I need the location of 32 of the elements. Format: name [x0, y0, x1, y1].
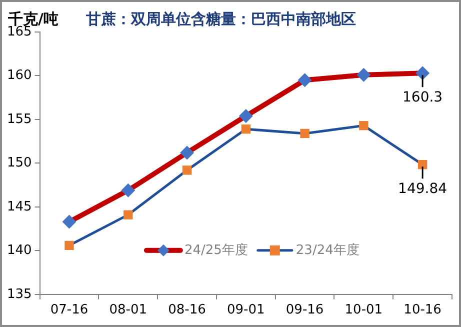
x-tick-label: 08-01	[109, 302, 148, 318]
x-tick-label: 08-16	[168, 302, 206, 318]
y-tick-label: 155	[6, 112, 32, 127]
chart-title: 甘蔗：双周单位含糖量：巴西中南部地区	[85, 10, 356, 28]
point	[300, 128, 310, 138]
x-tick-label: 10-01	[344, 302, 383, 318]
data-label: 149.84	[398, 181, 448, 198]
point	[359, 120, 368, 130]
legend-label: 24/25年度	[184, 242, 248, 258]
point	[298, 73, 312, 88]
x-tick-label: 09-01	[227, 302, 265, 318]
y-tick-label: 135	[6, 286, 32, 302]
y-tick-label: 150	[6, 156, 32, 171]
y-tick-label: 145	[6, 199, 32, 214]
point	[418, 160, 428, 170]
x-tick-label: 10-16	[404, 302, 442, 318]
point	[238, 108, 253, 123]
legend-label: 23/24年度	[296, 242, 360, 258]
point	[124, 210, 133, 220]
x-tick-label: 07-16	[50, 302, 88, 318]
point	[241, 124, 251, 134]
point	[182, 166, 192, 175]
point	[121, 183, 136, 198]
y-tick-label: 160	[6, 68, 32, 84]
y-tick-label: 140	[6, 243, 32, 258]
point	[356, 68, 371, 82]
point	[64, 240, 74, 250]
data-label: 160.3	[402, 90, 443, 106]
point	[416, 66, 430, 80]
x-tick-label: 09-16	[286, 302, 324, 318]
point	[62, 214, 76, 229]
point	[180, 146, 194, 160]
